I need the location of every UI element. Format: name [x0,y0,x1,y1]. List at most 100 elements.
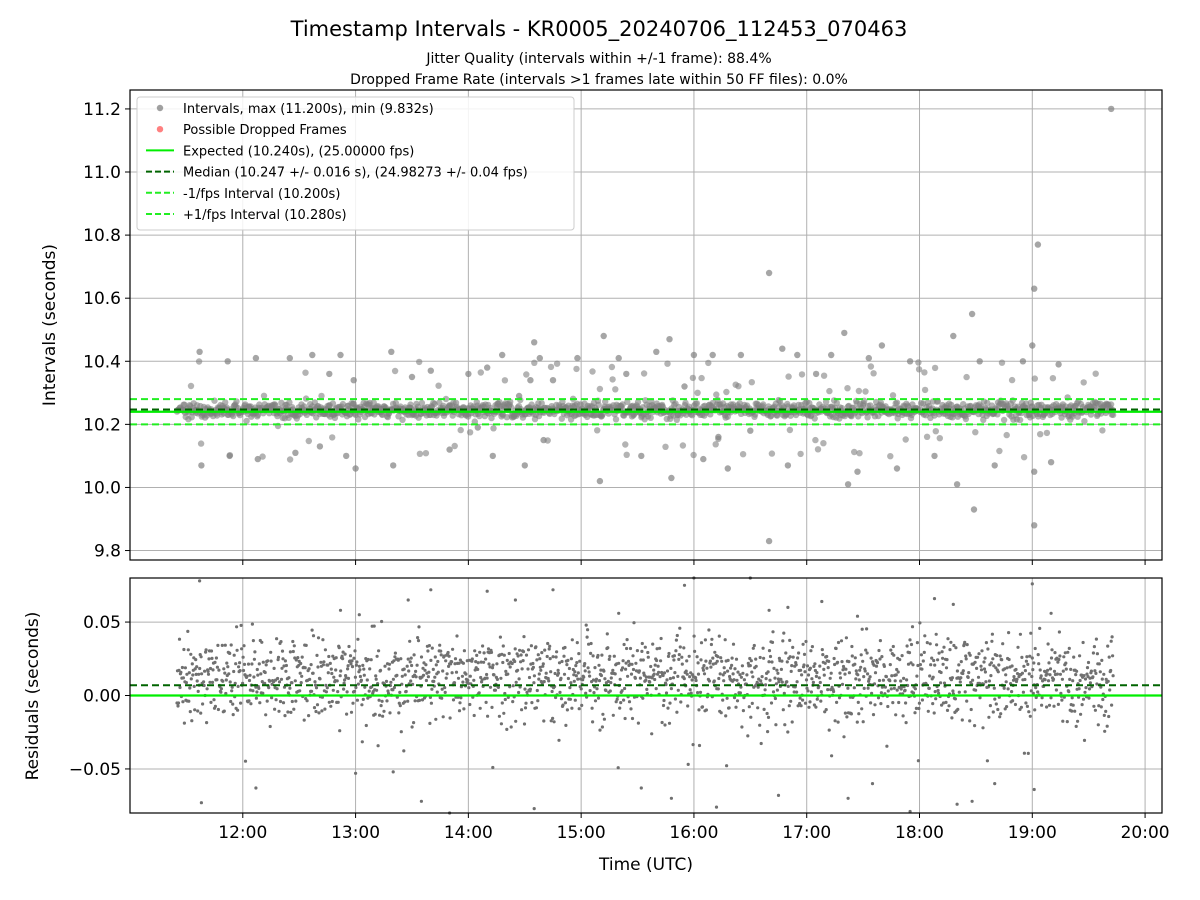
residual-point [488,665,492,669]
residual-point [1081,697,1086,701]
interval-point [391,367,399,375]
residual-point [891,644,895,649]
residual-point [566,676,571,681]
residual-point [548,644,552,648]
interval-point [608,363,616,371]
residual-point [791,645,795,650]
interval-point [811,415,818,422]
residual-point [563,701,568,705]
residual-outlier-point [639,786,643,790]
residual-point [537,672,541,676]
residual-point [1025,704,1029,709]
residual-outlier-point [908,809,912,814]
residual-point [777,680,781,684]
residual-point [490,705,494,710]
residual-point [429,658,433,663]
residual-point [230,689,234,693]
interval-point [305,437,312,445]
residual-point [628,646,633,651]
residual-point [363,685,367,689]
residual-point [277,680,282,684]
interval-outlier-point [794,351,801,359]
residual-outlier-point [391,770,395,774]
residual-point [1082,738,1087,743]
residual-point [442,654,446,658]
residual-point [776,677,781,681]
residual-point [1070,709,1074,713]
residual-point [392,685,396,690]
residual-point [663,723,667,727]
residual-point [1053,651,1057,655]
residual-point [666,706,670,710]
residual-point [287,676,291,680]
residual-point [738,673,742,677]
residual-point [719,656,723,660]
jitter-quality-subtitle: Jitter Quality (intervals within +/-1 fr… [425,51,771,67]
residual-point [1002,686,1006,690]
residual-point [1028,714,1032,718]
residual-point [253,650,257,654]
residual-point [869,656,873,660]
residual-point [748,664,752,668]
residual-point [529,644,534,648]
residual-point [815,671,819,675]
residual-point [1058,672,1062,676]
residual-point [987,679,992,683]
residual-point [186,629,190,634]
residual-point [884,675,889,679]
residual-point [1023,677,1027,682]
residual-point [580,703,584,708]
residual-point [260,680,264,684]
residual-point [280,649,285,653]
residual-point [361,697,365,702]
residual-point [254,685,258,689]
interval-point [318,392,325,400]
residual-point [328,661,332,666]
residual-point [566,658,570,663]
residual-point [697,743,702,748]
residual-point [598,728,602,732]
residual-point [694,678,698,683]
residual-point [386,691,391,696]
residual-point [732,696,737,700]
residual-point [686,704,690,708]
interval-point [457,426,464,434]
residual-outlier-point [617,611,621,615]
residual-point [900,654,904,658]
residual-point [485,672,489,677]
residual-point [733,667,737,671]
residual-point [568,686,572,690]
interval-point [466,429,474,436]
residual-point [414,675,418,679]
interval-point [867,363,875,370]
residual-point [1025,655,1029,659]
residual-point [909,661,913,665]
residual-point [886,689,890,693]
residual-point [315,703,320,707]
residual-point [365,678,369,682]
residual-point [198,666,202,671]
residual-point [873,703,877,707]
residual-point [788,638,792,643]
residual-point [608,654,612,659]
residual-point [704,659,708,663]
residual-point [769,701,774,705]
legend-label-2: Expected (10.240s), (25.00000 fps) [183,144,414,159]
residual-point [927,686,931,691]
residual-point [357,664,361,668]
residual-point [187,699,191,703]
residual-point [457,661,461,665]
residual-point [1107,714,1111,719]
residual-point [415,663,419,667]
residual-point [1020,655,1024,660]
residual-point [718,672,722,676]
interval-outlier-point [991,462,998,469]
residual-point [917,701,922,705]
residual-point [1046,668,1050,672]
residual-point [770,660,774,664]
residual-point [327,700,331,704]
residual-point [568,697,573,701]
residual-point [276,676,280,681]
interval-point [705,359,712,367]
residual-point [409,679,413,683]
